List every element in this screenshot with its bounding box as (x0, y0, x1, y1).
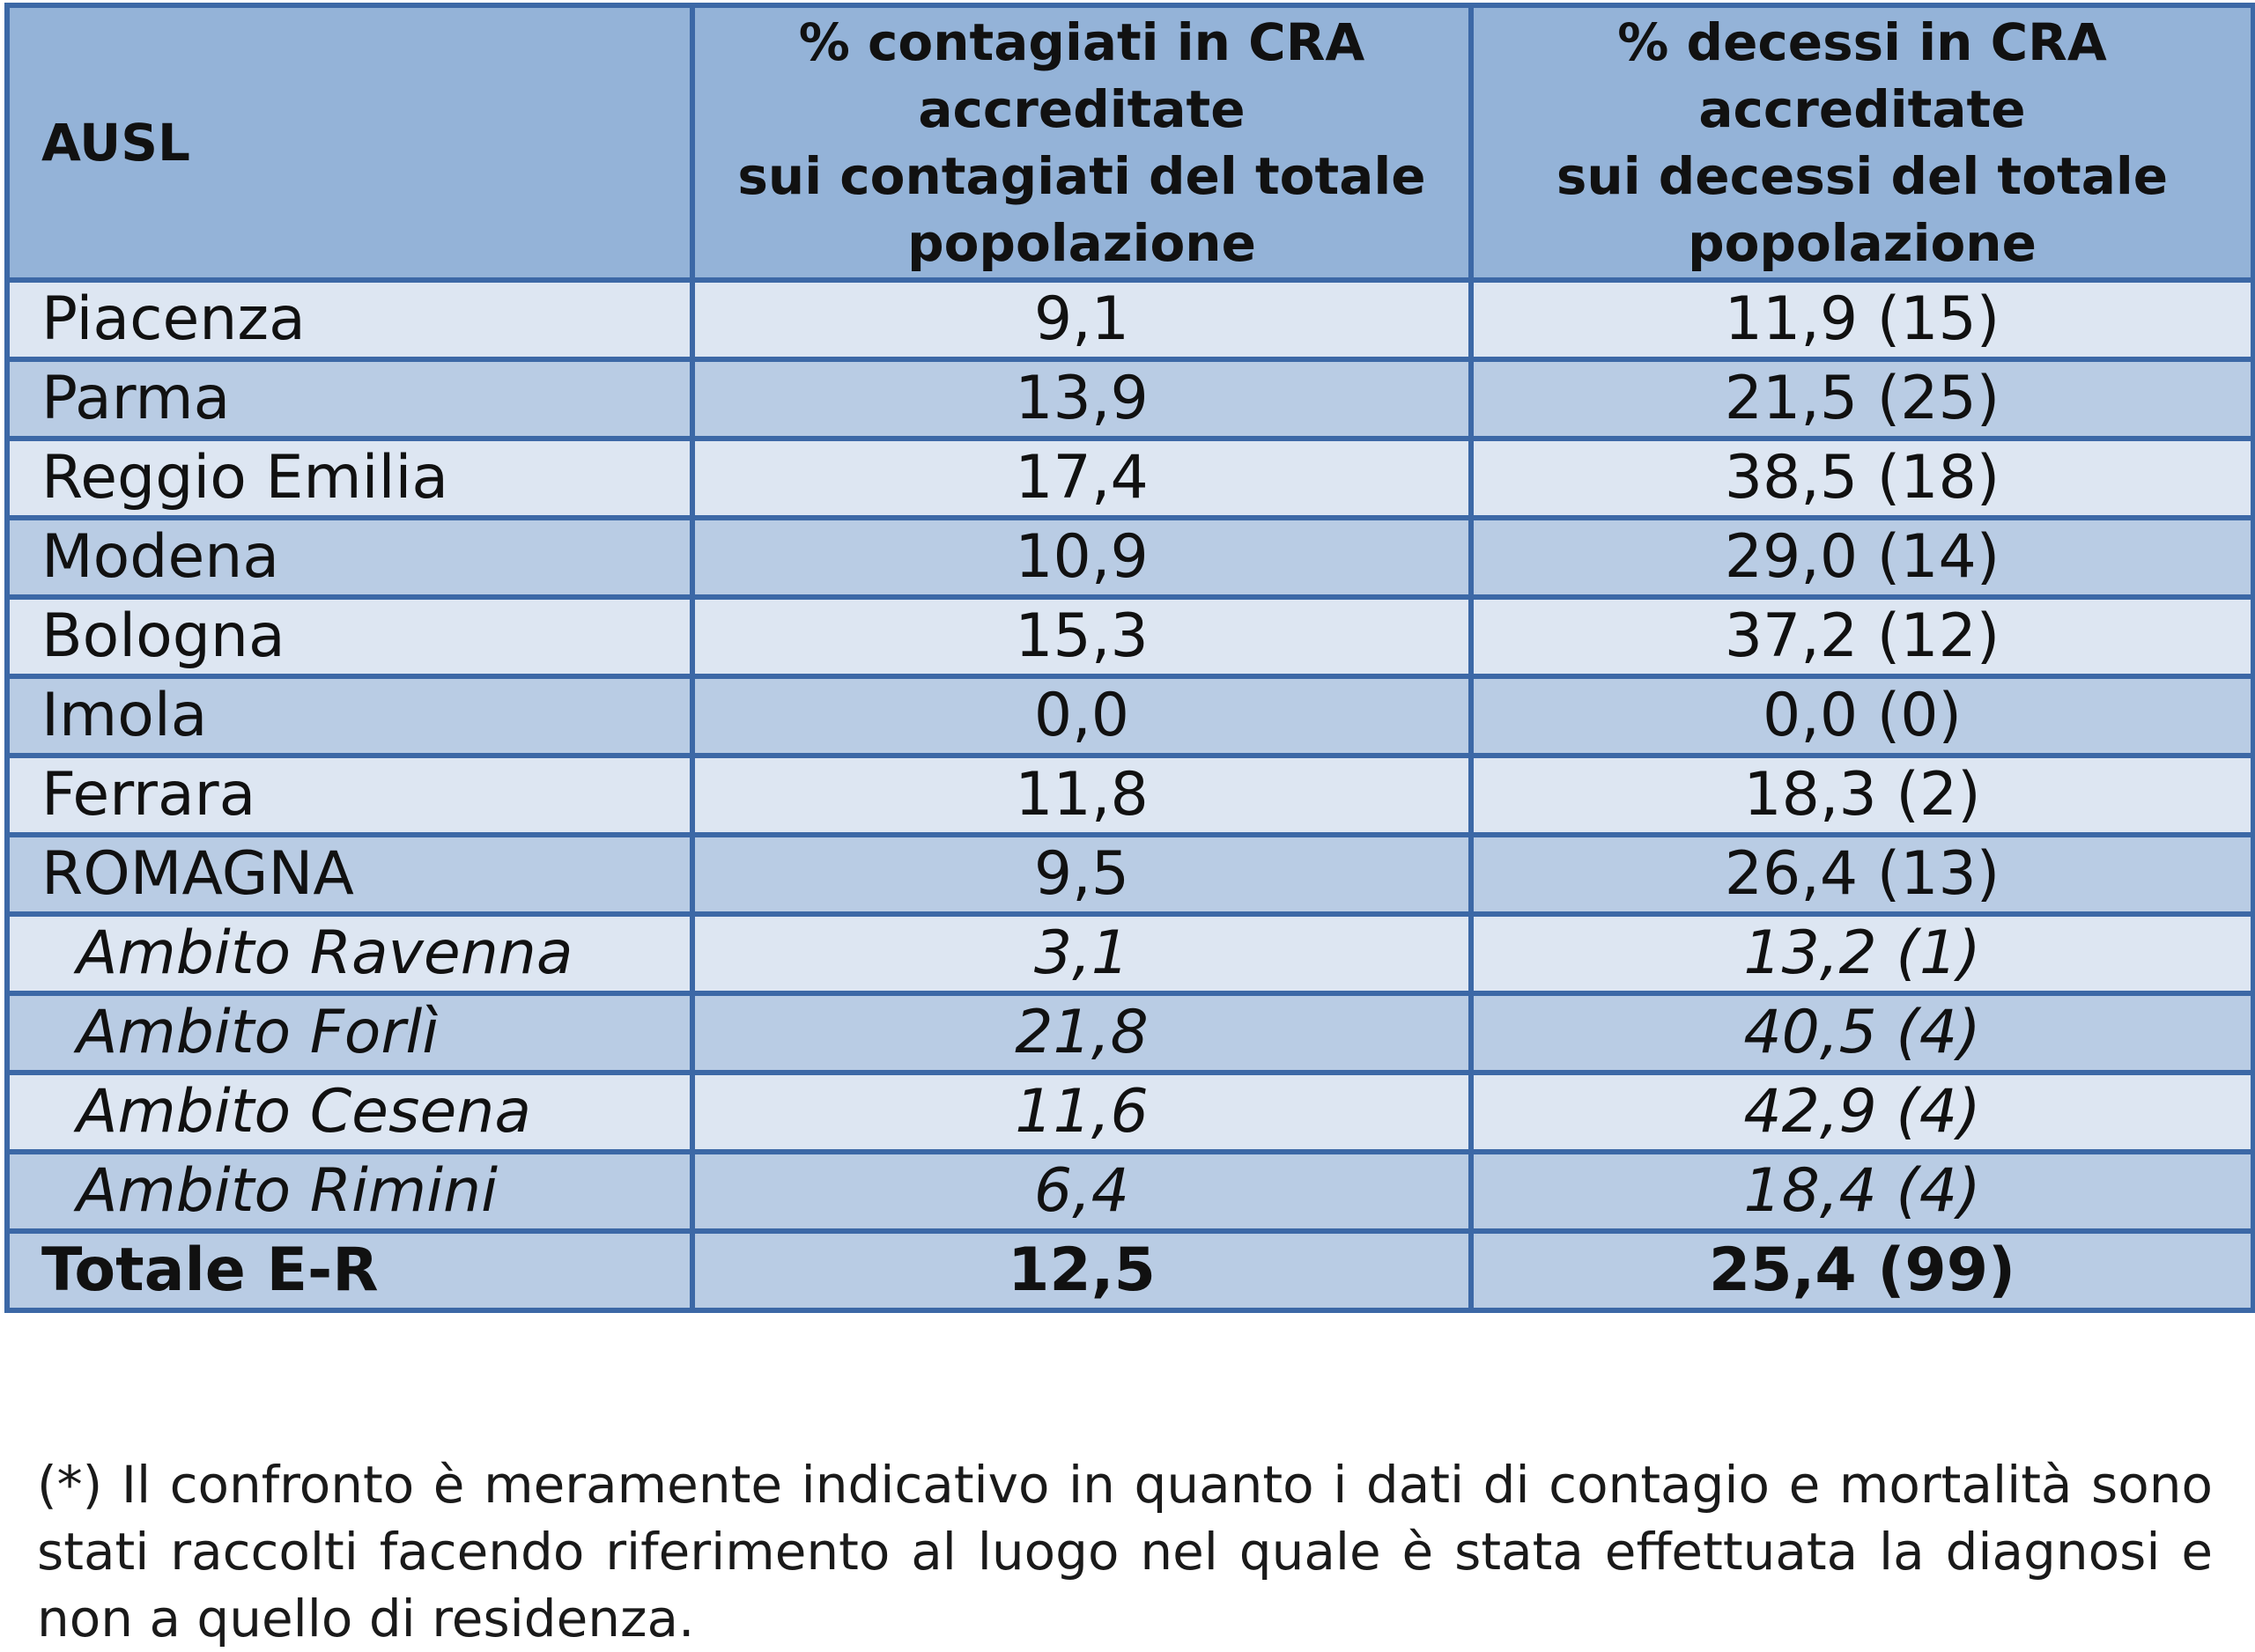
header-contagiati: % contagiati in CRA accreditate sui cont… (690, 3, 1474, 283)
table-row: Piacenza 9,1 11,9 (15) (4, 277, 2255, 362)
table-row: Ambito Forlì 21,8 40,5 (4) (4, 991, 2255, 1075)
cell-contagiati: 15,3 (690, 594, 1474, 679)
cell-decessi: 13,2 (1) (1468, 911, 2255, 996)
table-row: Bologna 15,3 37,2 (12) (4, 594, 2255, 679)
cell-contagiati: 0,0 (690, 674, 1474, 758)
cell-decessi: 29,0 (14) (1468, 515, 2255, 600)
cell-contagiati: 10,9 (690, 515, 1474, 600)
cell-decessi: 11,9 (15) (1468, 277, 2255, 362)
table-row: Imola 0,0 0,0 (0) (4, 674, 2255, 758)
cell-decessi: 37,2 (12) (1468, 594, 2255, 679)
header-decessi-line-2: accreditate (1698, 79, 2026, 139)
cell-contagiati: 21,8 (690, 991, 1474, 1075)
cell-total-label: Totale E-R (4, 1228, 695, 1313)
header-decessi: % decessi in CRA accreditate sui decessi… (1468, 3, 2255, 283)
cell-ausl: Ambito Forlì (4, 991, 695, 1075)
table-row: Parma 13,9 21,5 (25) (4, 357, 2255, 441)
header-decessi-line-1: % decessi in CRA (1617, 12, 2107, 72)
cell-decessi: 0,0 (0) (1468, 674, 2255, 758)
header-contagiati-line-1: % contagiati in CRA (798, 12, 1365, 72)
header-decessi-line-3: sui decessi del totale (1556, 146, 2169, 206)
cell-ausl: Reggio Emilia (4, 436, 695, 520)
cell-contagiati: 3,1 (690, 911, 1474, 996)
cell-ausl: Ambito Rimini (4, 1149, 695, 1234)
cell-decessi: 18,3 (2) (1468, 753, 2255, 837)
header-ausl-line: AUSL (41, 113, 190, 173)
cell-contagiati: 9,1 (690, 277, 1474, 362)
cell-contagiati: 13,9 (690, 357, 1474, 441)
cell-ausl: Ambito Cesena (4, 1070, 695, 1154)
table-row: ROMAGNA 9,5 26,4 (13) (4, 832, 2255, 917)
table-row: Ambito Cesena 11,6 42,9 (4) (4, 1070, 2255, 1154)
header-decessi-line-4: popolazione (1688, 213, 2037, 273)
cell-total-decessi: 25,4 (99) (1468, 1228, 2255, 1313)
header-contagiati-line-2: accreditate (918, 79, 1246, 139)
cell-ausl: Modena (4, 515, 695, 600)
table-row: Modena 10,9 29,0 (14) (4, 515, 2255, 600)
cell-contagiati: 9,5 (690, 832, 1474, 917)
cell-decessi: 40,5 (4) (1468, 991, 2255, 1075)
cell-ausl: Ferrara (4, 753, 695, 837)
cell-total-contagiati: 12,5 (690, 1228, 1474, 1313)
cell-ausl: Piacenza (4, 277, 695, 362)
cell-ausl: ROMAGNA (4, 832, 695, 917)
cell-ausl: Parma (4, 357, 695, 441)
header-contagiati-line-3: sui contagiati del totale (737, 146, 1426, 206)
cell-ausl: Ambito Ravenna (4, 911, 695, 996)
table-row: Ferrara 11,8 18,3 (2) (4, 753, 2255, 837)
footnote: (*) Il confronto è meramente indicativo … (37, 1455, 2213, 1648)
cell-decessi: 38,5 (18) (1468, 436, 2255, 520)
cell-decessi: 42,9 (4) (1468, 1070, 2255, 1154)
cell-decessi: 26,4 (13) (1468, 832, 2255, 917)
table-row: Ambito Ravenna 3,1 13,2 (1) (4, 911, 2255, 996)
cell-contagiati: 11,6 (690, 1070, 1474, 1154)
data-table: AUSL % contagiati in CRA accreditate sui… (4, 3, 2255, 1313)
total-row: Totale E-R 12,5 25,4 (99) (4, 1228, 2255, 1313)
table-row: Reggio Emilia 17,4 38,5 (18) (4, 436, 2255, 520)
header-contagiati-line-4: popolazione (907, 213, 1256, 273)
cell-contagiati: 6,4 (690, 1149, 1474, 1234)
cell-contagiati: 17,4 (690, 436, 1474, 520)
table-row: Ambito Rimini 6,4 18,4 (4) (4, 1149, 2255, 1234)
cell-contagiati: 11,8 (690, 753, 1474, 837)
header-row: AUSL % contagiati in CRA accreditate sui… (4, 3, 2255, 283)
cell-decessi: 18,4 (4) (1468, 1149, 2255, 1234)
cell-ausl: Bologna (4, 594, 695, 679)
header-ausl: AUSL (4, 3, 695, 283)
cell-decessi: 21,5 (25) (1468, 357, 2255, 441)
cell-ausl: Imola (4, 674, 695, 758)
